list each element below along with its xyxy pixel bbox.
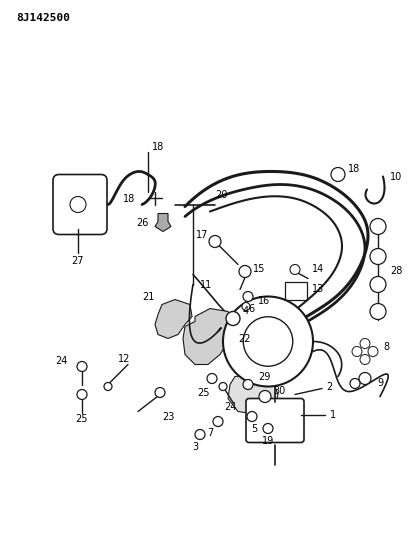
Text: 19: 19 bbox=[262, 435, 274, 446]
Text: 12: 12 bbox=[118, 353, 131, 364]
Text: 28: 28 bbox=[390, 266, 402, 277]
Text: 6: 6 bbox=[248, 303, 254, 313]
Text: 24: 24 bbox=[224, 401, 236, 411]
Circle shape bbox=[370, 219, 386, 235]
Text: 25: 25 bbox=[76, 415, 88, 424]
Text: 18: 18 bbox=[123, 195, 135, 205]
Text: 23: 23 bbox=[162, 411, 174, 422]
Circle shape bbox=[350, 378, 360, 389]
Circle shape bbox=[213, 416, 223, 426]
Text: 14: 14 bbox=[312, 263, 324, 273]
Circle shape bbox=[243, 379, 253, 390]
Polygon shape bbox=[183, 309, 235, 365]
Circle shape bbox=[352, 346, 362, 357]
Circle shape bbox=[370, 303, 386, 319]
Text: 16: 16 bbox=[258, 296, 270, 306]
Circle shape bbox=[207, 374, 217, 384]
Bar bbox=[285, 281, 307, 300]
Circle shape bbox=[77, 390, 87, 400]
Circle shape bbox=[155, 387, 165, 398]
Circle shape bbox=[242, 303, 250, 311]
Circle shape bbox=[195, 430, 205, 440]
Circle shape bbox=[360, 338, 370, 349]
FancyBboxPatch shape bbox=[246, 399, 304, 442]
Text: 22: 22 bbox=[238, 334, 251, 343]
Text: 27: 27 bbox=[72, 255, 84, 265]
Text: 4: 4 bbox=[243, 305, 249, 316]
FancyBboxPatch shape bbox=[53, 174, 107, 235]
Polygon shape bbox=[228, 375, 278, 415]
Text: 7: 7 bbox=[207, 429, 213, 439]
Text: 8J142500: 8J142500 bbox=[16, 13, 70, 23]
Circle shape bbox=[259, 391, 271, 402]
Circle shape bbox=[331, 167, 345, 182]
Text: 2: 2 bbox=[326, 382, 332, 392]
Circle shape bbox=[290, 264, 300, 274]
Circle shape bbox=[104, 383, 112, 391]
Text: 21: 21 bbox=[143, 292, 155, 302]
Text: 5: 5 bbox=[251, 424, 257, 433]
Text: 17: 17 bbox=[195, 230, 208, 239]
Circle shape bbox=[243, 317, 293, 366]
Text: 8: 8 bbox=[383, 342, 389, 351]
Text: 9: 9 bbox=[377, 378, 383, 389]
Text: 15: 15 bbox=[253, 264, 265, 274]
Text: 29: 29 bbox=[258, 372, 271, 382]
Circle shape bbox=[370, 277, 386, 293]
Circle shape bbox=[263, 424, 273, 433]
Circle shape bbox=[219, 383, 227, 391]
Text: 18: 18 bbox=[152, 141, 164, 151]
Circle shape bbox=[77, 361, 87, 372]
Circle shape bbox=[209, 236, 221, 247]
Circle shape bbox=[359, 373, 371, 384]
Circle shape bbox=[70, 197, 86, 213]
Text: 11: 11 bbox=[200, 279, 212, 289]
Circle shape bbox=[223, 296, 313, 386]
Circle shape bbox=[243, 292, 253, 302]
Text: 20: 20 bbox=[215, 190, 227, 199]
Text: 1: 1 bbox=[330, 409, 336, 419]
Text: 30: 30 bbox=[273, 386, 285, 397]
Circle shape bbox=[239, 265, 251, 278]
Circle shape bbox=[368, 346, 378, 357]
Circle shape bbox=[360, 354, 370, 365]
Text: 10: 10 bbox=[390, 172, 402, 182]
Text: 13: 13 bbox=[312, 284, 324, 294]
Text: 26: 26 bbox=[137, 219, 149, 229]
Text: 24: 24 bbox=[55, 357, 68, 367]
Circle shape bbox=[226, 311, 240, 326]
Circle shape bbox=[247, 411, 257, 422]
Circle shape bbox=[370, 248, 386, 264]
Text: 18: 18 bbox=[348, 165, 360, 174]
Text: 25: 25 bbox=[198, 387, 210, 398]
Polygon shape bbox=[155, 214, 171, 231]
Polygon shape bbox=[155, 300, 192, 338]
Text: 3: 3 bbox=[192, 441, 198, 451]
